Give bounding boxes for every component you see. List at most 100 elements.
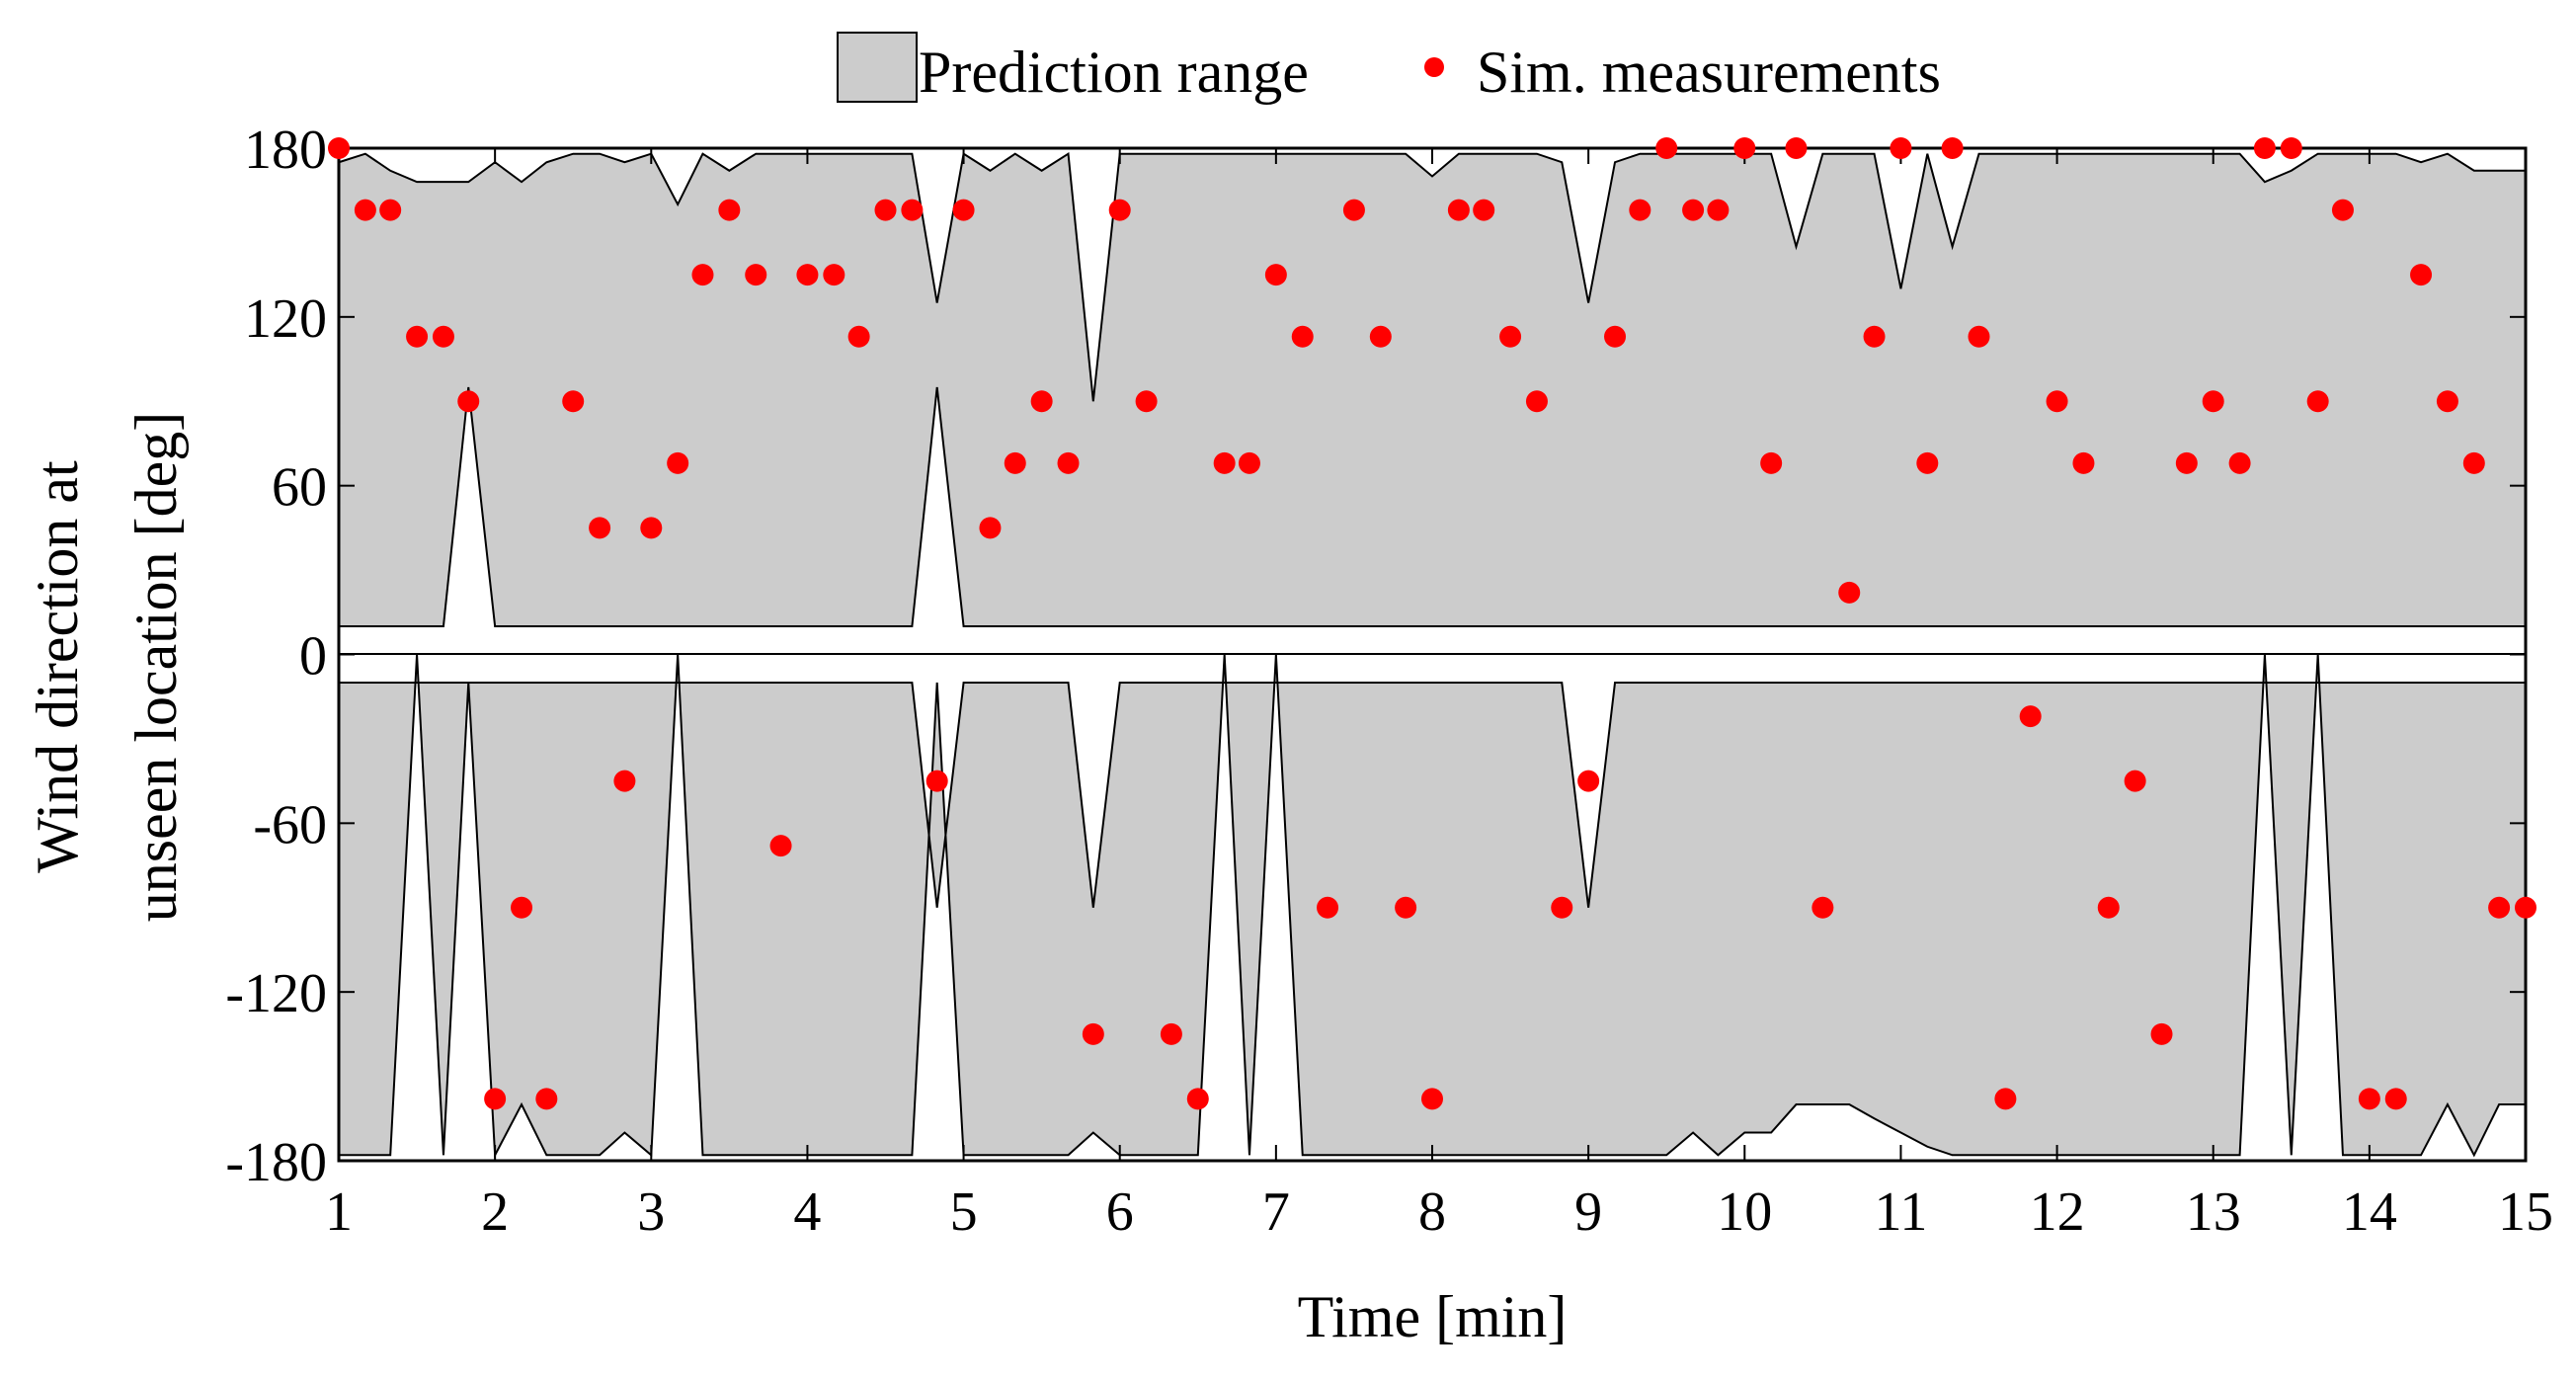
x-tick-label: 13 [2186, 1181, 2241, 1243]
measurement-point [847, 325, 870, 348]
measurement-point [979, 517, 1002, 539]
x-tick-label: 1 [325, 1181, 353, 1243]
x-tick-label: 15 [2498, 1181, 2553, 1243]
y-tick-label: -180 [225, 1132, 327, 1193]
x-tick-label: 9 [1574, 1181, 1602, 1243]
measurement-point [2228, 451, 2251, 474]
measurement-point [2046, 390, 2068, 413]
measurement-point [2150, 1022, 2173, 1045]
x-tick-label: 8 [1418, 1181, 1446, 1243]
x-tick-label: 3 [637, 1181, 665, 1243]
measurement-point [2124, 770, 2146, 792]
measurement-point [2097, 896, 2120, 919]
measurement-point [1916, 451, 1939, 474]
measurement-point [457, 390, 480, 413]
measurement-point [1968, 325, 1990, 348]
measurement-point [2384, 1088, 2407, 1110]
legend-measurement-marker [1424, 57, 1444, 77]
x-tick-label: 4 [793, 1181, 821, 1243]
prediction-range-upper-band [338, 151, 2527, 628]
measurement-point [2331, 199, 2354, 221]
legend-prediction-label: Prediction range [919, 40, 1309, 105]
y-axis-label-line-2: unseen location [deg] [123, 412, 189, 922]
measurement-point [926, 770, 948, 792]
measurement-point [718, 199, 741, 221]
y-tick-label: 180 [244, 120, 327, 181]
measurement-point [589, 517, 611, 539]
y-tick-label: 60 [272, 457, 327, 519]
y-tick-label: -60 [253, 794, 327, 855]
measurement-point [2175, 451, 2198, 474]
measurement-point [2072, 451, 2095, 474]
measurement-point [1213, 451, 1236, 474]
x-tick-label: 2 [481, 1181, 509, 1243]
measurement-point [562, 390, 585, 413]
measurement-point [1291, 325, 1314, 348]
measurement-point [2410, 264, 2433, 286]
measurement-point [745, 264, 767, 286]
measurement-point [1238, 451, 1260, 474]
measurement-point [1733, 137, 1756, 159]
measurement-point [667, 451, 689, 474]
measurement-point [901, 199, 924, 221]
measurement-point [952, 199, 975, 221]
measurement-point [796, 264, 819, 286]
x-tick-label: 5 [950, 1181, 978, 1243]
x-tick-label: 14 [2342, 1181, 2397, 1243]
measurement-point [2436, 390, 2458, 413]
measurement-point [2019, 705, 2042, 728]
legend-measurement-label: Sim. measurements [1477, 40, 1941, 105]
measurement-point [1863, 325, 1886, 348]
measurement-point [511, 896, 533, 919]
measurement-point [1369, 325, 1392, 348]
measurement-point [1030, 390, 1053, 413]
measurement-point [1082, 1022, 1104, 1045]
measurement-point [1108, 199, 1131, 221]
measurement-point [379, 199, 402, 221]
measurement-point [354, 199, 376, 221]
measurement-point [1707, 199, 1730, 221]
x-tick-label: 11 [1874, 1181, 1927, 1243]
measurement-point [1890, 137, 1912, 159]
measurement-point [2306, 390, 2329, 413]
measurement-point [1057, 451, 1080, 474]
measurement-point [1499, 325, 1522, 348]
x-tick-label: 7 [1262, 1181, 1290, 1243]
measurement-point [1004, 451, 1026, 474]
measurement-point [1551, 896, 1573, 919]
measurement-point [1342, 199, 1365, 221]
measurement-point [1785, 137, 1808, 159]
x-axis-ticks: 1 2 3 4 5 6 7 8 9 10 11 12 13 14 15 [325, 148, 2553, 1243]
measurement-point [535, 1088, 558, 1110]
measurement-point [1264, 264, 1287, 286]
measurement-point [1525, 390, 1548, 413]
measurement-point [769, 835, 792, 857]
measurement-point [1135, 390, 1158, 413]
measurement-point [2462, 451, 2485, 474]
x-tick-label: 10 [1717, 1181, 1772, 1243]
legend-prediction-swatch [837, 32, 918, 103]
measurement-point [1447, 199, 1470, 221]
measurement-point [1682, 199, 1705, 221]
y-axis-label: Wind direction at unseen location [deg] [25, 412, 189, 922]
prediction-range-lower-band [338, 654, 2527, 1159]
measurement-point [823, 264, 845, 286]
measurement-point [432, 325, 454, 348]
measurement-point [2488, 896, 2511, 919]
measurement-point [1760, 451, 1783, 474]
legend: Prediction range Sim. measurements [837, 32, 1941, 105]
measurement-point [1838, 581, 1861, 604]
measurement-point [328, 137, 350, 159]
measurement-point [1994, 1088, 2017, 1110]
measurement-point [874, 199, 897, 221]
prediction-range-bands [338, 151, 2527, 1159]
measurement-point [691, 264, 714, 286]
measurement-point [2202, 390, 2224, 413]
measurement-point [1811, 896, 1834, 919]
y-tick-label: 0 [299, 626, 327, 688]
x-tick-label: 6 [1106, 1181, 1134, 1243]
measurement-point [1395, 896, 1417, 919]
measurement-point [613, 770, 636, 792]
x-tick-label: 12 [2030, 1181, 2085, 1243]
